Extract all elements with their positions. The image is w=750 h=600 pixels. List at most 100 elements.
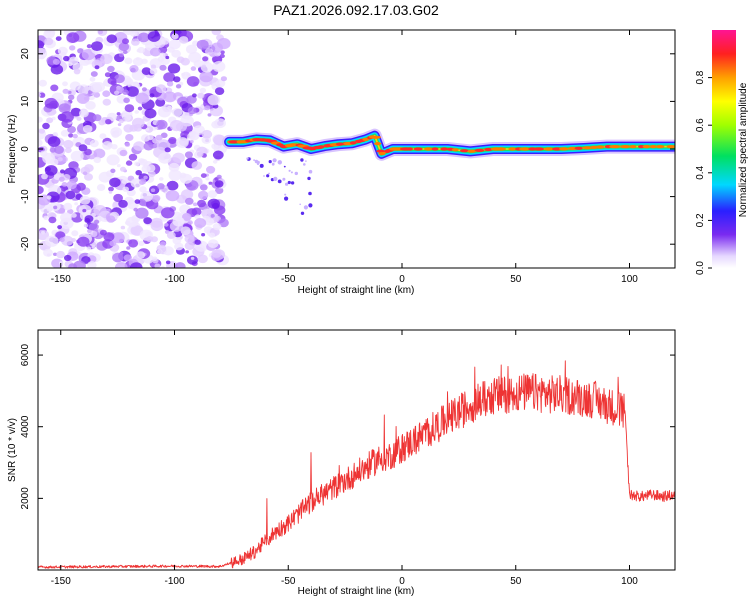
noise-blob — [38, 40, 45, 50]
noise-blob — [213, 215, 221, 222]
signal-hotspot — [609, 145, 621, 149]
noise-blob — [147, 31, 161, 42]
signal-scatter — [270, 178, 274, 182]
noise-blob — [68, 56, 79, 66]
x-tick-label: -50 — [281, 274, 296, 285]
noise-blob — [88, 222, 99, 231]
noise-blob — [129, 30, 138, 37]
noise-blob — [190, 66, 197, 71]
noise-blob — [108, 190, 113, 194]
noise-blob — [91, 212, 96, 218]
noise-blob — [42, 122, 50, 130]
noise-blob — [38, 128, 46, 134]
noise-blob — [63, 139, 74, 149]
noise-blob — [57, 225, 62, 230]
signal-hotspot — [642, 145, 651, 149]
noise-blob — [106, 112, 117, 122]
noise-blob — [154, 263, 161, 268]
noise-blob — [53, 252, 58, 256]
noise-blob — [139, 180, 145, 185]
noise-blob — [119, 149, 128, 157]
y-tick-label: 4000 — [20, 415, 31, 438]
noise-blob — [204, 48, 214, 55]
noise-blob — [107, 77, 117, 85]
noise-blob — [149, 93, 155, 98]
noise-blob — [147, 170, 156, 178]
noise-blob — [38, 92, 46, 98]
noise-blob — [47, 136, 61, 147]
signal-scatter — [246, 157, 249, 160]
noise-blob — [118, 53, 124, 58]
x-tick-label: -100 — [164, 274, 184, 285]
noise-blob — [207, 113, 212, 117]
noise-blob — [87, 229, 92, 234]
noise-blob — [220, 76, 227, 82]
noise-blob — [133, 81, 140, 87]
signal-hotspot — [369, 135, 382, 139]
noise-blob — [118, 199, 128, 208]
noise-blob — [131, 117, 145, 129]
noise-blob — [77, 48, 84, 54]
noise-blob — [122, 186, 129, 192]
y-tick-label: 20 — [20, 48, 31, 60]
noise-blob — [134, 110, 139, 114]
noise-blob — [105, 119, 112, 125]
signal-scatter — [303, 205, 308, 210]
noise-blob — [185, 250, 190, 254]
y-tick-label: 6000 — [20, 344, 31, 367]
noise-blob — [57, 157, 63, 162]
signal-scatter — [308, 169, 313, 174]
signal-hotspot — [595, 145, 605, 149]
noise-blob — [208, 181, 213, 185]
noise-blob — [96, 184, 106, 191]
noise-blob — [187, 106, 197, 115]
colorbar-tick-label: 0.4 — [695, 165, 706, 179]
noise-blob — [69, 45, 76, 51]
noise-blob — [76, 182, 86, 191]
noise-blob — [125, 134, 134, 141]
noise-blob — [73, 260, 86, 268]
noise-blob — [99, 229, 107, 236]
noise-blob — [38, 185, 44, 195]
noise-blob — [161, 37, 170, 45]
noise-blob — [200, 173, 207, 179]
noise-blob — [165, 190, 180, 202]
snr-y-label: SNR (10 * v/v) — [7, 418, 18, 482]
noise-blob — [58, 176, 65, 182]
signal-scatter — [299, 203, 302, 206]
noise-blob — [125, 160, 133, 166]
noise-blob — [157, 56, 165, 62]
signal-hotspot — [374, 142, 382, 146]
signal-scatter — [254, 159, 259, 164]
noise-blob — [38, 229, 49, 241]
noise-blob — [190, 256, 195, 260]
noise-blob — [71, 238, 76, 242]
noise-blob — [152, 196, 160, 203]
noise-blob — [137, 106, 143, 111]
noise-blob — [122, 38, 129, 45]
noise-blob — [168, 162, 180, 172]
noise-blob — [126, 246, 131, 250]
noise-blob — [122, 113, 132, 122]
noise-blob — [122, 89, 129, 95]
noise-blob — [207, 198, 220, 209]
noise-blob — [140, 190, 154, 202]
signal-hotspot — [362, 137, 370, 141]
noise-blob — [196, 39, 209, 50]
noise-blob — [141, 165, 151, 173]
noise-blob — [159, 52, 166, 58]
noise-blob — [94, 219, 100, 224]
noise-blob — [65, 190, 76, 200]
noise-blob — [79, 109, 89, 118]
noise-blob — [63, 202, 73, 211]
noise-blob — [141, 58, 148, 64]
colorbar-tick-label: 0.6 — [695, 118, 706, 132]
noise-blob — [194, 239, 201, 245]
noise-blob — [93, 205, 107, 216]
noise-blob — [134, 161, 140, 166]
y-tick-label: 0 — [20, 146, 31, 152]
noise-blob — [212, 223, 222, 231]
signal-scatter — [300, 158, 304, 162]
signal-scatter — [263, 175, 265, 177]
noise-blob — [134, 199, 141, 204]
